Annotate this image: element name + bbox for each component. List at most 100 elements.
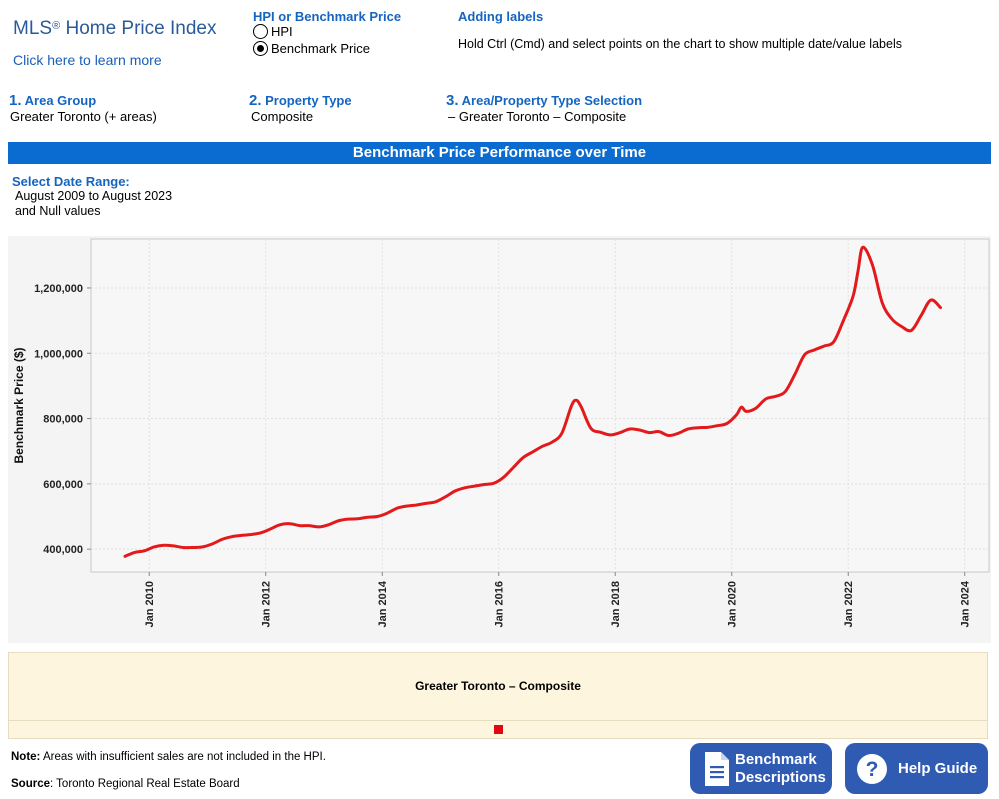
- data-point[interactable]: [413, 502, 419, 508]
- data-point[interactable]: [588, 425, 594, 431]
- data-point[interactable]: [714, 423, 720, 429]
- step-area-group-heading[interactable]: 1. Area Group: [9, 92, 96, 109]
- data-point[interactable]: [510, 465, 516, 471]
- data-point[interactable]: [520, 455, 526, 461]
- data-point[interactable]: [695, 425, 701, 431]
- data-point[interactable]: [938, 305, 944, 311]
- data-point[interactable]: [855, 269, 861, 275]
- data-point[interactable]: [860, 244, 866, 250]
- step-selection-heading[interactable]: 3. Area/Property Type Selection: [446, 92, 642, 109]
- data-point[interactable]: [268, 526, 274, 532]
- data-point[interactable]: [141, 548, 147, 554]
- data-point[interactable]: [316, 524, 322, 530]
- data-point[interactable]: [675, 430, 681, 436]
- data-point[interactable]: [190, 545, 196, 551]
- data-point[interactable]: [336, 518, 342, 524]
- data-point[interactable]: [151, 544, 157, 550]
- data-point[interactable]: [753, 405, 759, 411]
- radio-hpi-circle[interactable]: [253, 24, 268, 39]
- step-property-type-heading[interactable]: 2. Property Type: [249, 92, 352, 109]
- data-point[interactable]: [928, 297, 934, 303]
- data-point[interactable]: [705, 424, 711, 430]
- radio-benchmark-circle[interactable]: [253, 41, 268, 56]
- data-point[interactable]: [209, 541, 215, 547]
- data-point[interactable]: [811, 347, 817, 353]
- data-point[interactable]: [617, 430, 623, 436]
- radio-hpi[interactable]: HPI: [253, 24, 293, 39]
- learn-more-link[interactable]: Click here to learn more: [13, 52, 162, 68]
- radio-benchmark[interactable]: Benchmark Price: [253, 41, 370, 56]
- data-point[interactable]: [306, 523, 312, 529]
- data-point[interactable]: [345, 516, 351, 522]
- data-point[interactable]: [666, 433, 672, 439]
- data-point[interactable]: [821, 343, 827, 349]
- data-point[interactable]: [180, 545, 186, 551]
- data-point[interactable]: [219, 536, 225, 542]
- data-point[interactable]: [879, 300, 885, 306]
- data-point[interactable]: [743, 408, 749, 414]
- data-point[interactable]: [530, 449, 536, 455]
- help-guide-button[interactable]: ? Help Guide: [845, 743, 988, 794]
- data-point[interactable]: [297, 523, 303, 529]
- data-point[interactable]: [734, 412, 740, 418]
- data-point[interactable]: [277, 522, 283, 528]
- data-point[interactable]: [442, 494, 448, 500]
- data-point[interactable]: [607, 432, 613, 438]
- data-point[interactable]: [161, 542, 167, 548]
- step-selection-value[interactable]: – Greater Toronto – Composite: [448, 109, 627, 124]
- data-point[interactable]: [239, 532, 245, 538]
- data-point[interactable]: [889, 316, 895, 322]
- data-point[interactable]: [472, 483, 478, 489]
- data-point[interactable]: [646, 430, 652, 436]
- data-point[interactable]: [840, 318, 846, 324]
- data-point[interactable]: [573, 397, 579, 403]
- date-range-value[interactable]: August 2009 to August 2023 and Null valu…: [15, 189, 172, 219]
- data-point[interactable]: [656, 429, 662, 435]
- data-point[interactable]: [549, 439, 555, 445]
- data-point[interactable]: [481, 482, 487, 488]
- data-point[interactable]: [132, 549, 138, 555]
- data-point[interactable]: [850, 293, 856, 299]
- data-point[interactable]: [918, 313, 924, 319]
- chart-svg[interactable]: 400,000 600,000 800,000 1,000,000 1,200,000 J…: [8, 236, 991, 643]
- data-point[interactable]: [423, 500, 429, 506]
- legend-swatch[interactable]: [494, 725, 503, 734]
- data-point[interactable]: [171, 543, 177, 549]
- data-point[interactable]: [685, 426, 691, 432]
- data-point[interactable]: [491, 480, 497, 486]
- data-point[interactable]: [355, 516, 361, 522]
- data-point[interactable]: [433, 499, 439, 505]
- data-point[interactable]: [792, 372, 798, 378]
- data-point[interactable]: [559, 430, 565, 436]
- data-point[interactable]: [831, 339, 837, 345]
- data-point[interactable]: [200, 544, 206, 550]
- data-point[interactable]: [627, 426, 633, 432]
- data-point[interactable]: [908, 327, 914, 333]
- data-point[interactable]: [763, 396, 769, 402]
- step-area-group-value[interactable]: Greater Toronto (+ areas): [10, 109, 157, 124]
- data-point[interactable]: [501, 474, 507, 480]
- data-point[interactable]: [724, 421, 730, 427]
- series-line[interactable]: [123, 245, 942, 558]
- data-point[interactable]: [569, 403, 575, 409]
- plot-area[interactable]: [90, 238, 990, 573]
- data-point[interactable]: [598, 429, 604, 435]
- data-point[interactable]: [287, 521, 293, 527]
- data-point[interactable]: [248, 532, 254, 538]
- data-point[interactable]: [404, 503, 410, 509]
- data-point[interactable]: [637, 427, 643, 433]
- data-point[interactable]: [122, 553, 128, 559]
- data-point[interactable]: [258, 530, 264, 536]
- data-point[interactable]: [539, 443, 545, 449]
- benchmark-descriptions-button[interactable]: Benchmark Descriptions: [690, 743, 832, 794]
- data-point[interactable]: [452, 488, 458, 494]
- price-chart[interactable]: 400,000 600,000 800,000 1,000,000 1,200,000 J…: [8, 236, 991, 643]
- data-point[interactable]: [772, 393, 778, 399]
- data-point[interactable]: [738, 404, 744, 410]
- data-point[interactable]: [374, 514, 380, 520]
- data-point[interactable]: [802, 352, 808, 358]
- step-property-type-value[interactable]: Composite: [251, 109, 314, 124]
- data-point[interactable]: [394, 505, 400, 511]
- data-point[interactable]: [462, 485, 468, 491]
- data-point[interactable]: [365, 514, 371, 520]
